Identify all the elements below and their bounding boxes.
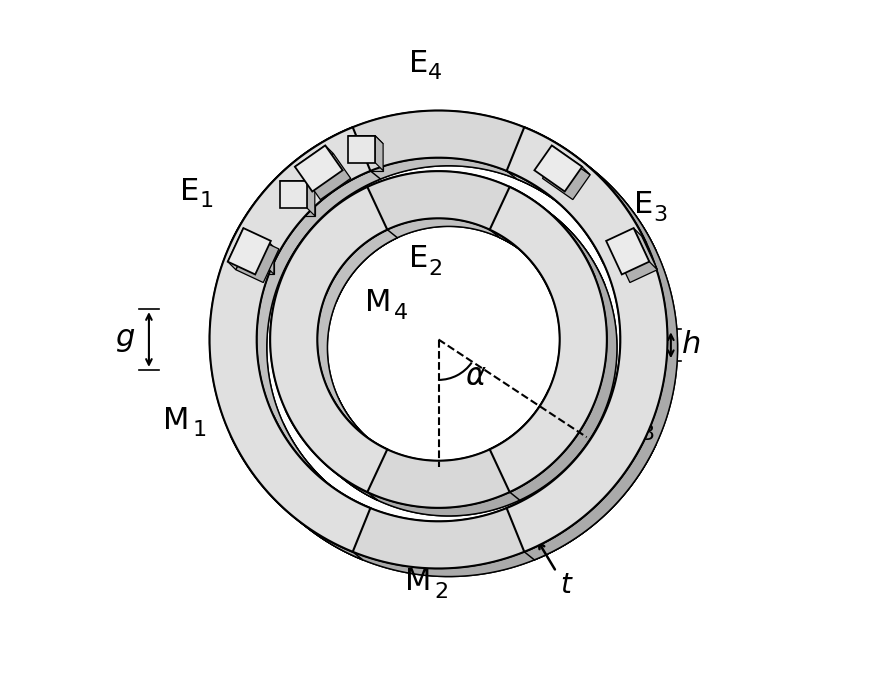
Polygon shape: [228, 228, 271, 274]
Text: $\alpha$: $\alpha$: [465, 362, 487, 391]
Polygon shape: [510, 187, 617, 500]
Polygon shape: [303, 153, 351, 200]
Polygon shape: [270, 187, 388, 492]
Text: 3: 3: [640, 424, 654, 444]
Text: E: E: [409, 49, 428, 78]
Polygon shape: [293, 179, 605, 302]
Polygon shape: [633, 228, 658, 270]
Polygon shape: [329, 390, 559, 469]
Polygon shape: [286, 390, 591, 508]
Text: 1: 1: [192, 420, 206, 441]
Polygon shape: [280, 181, 307, 208]
Text: $g$: $g$: [115, 325, 135, 354]
Polygon shape: [534, 145, 582, 191]
Polygon shape: [326, 218, 561, 302]
Polygon shape: [548, 390, 602, 419]
Text: 2: 2: [428, 259, 442, 279]
Text: 3: 3: [653, 205, 667, 225]
Polygon shape: [288, 189, 315, 216]
Polygon shape: [606, 228, 649, 274]
Polygon shape: [282, 276, 336, 302]
Polygon shape: [274, 416, 613, 530]
Text: 1: 1: [199, 191, 213, 211]
Polygon shape: [210, 127, 363, 560]
Polygon shape: [282, 171, 605, 285]
Text: 4: 4: [395, 303, 409, 323]
Text: E: E: [180, 177, 199, 206]
Text: M: M: [610, 409, 637, 438]
Polygon shape: [348, 136, 375, 162]
Polygon shape: [281, 195, 397, 500]
Polygon shape: [280, 181, 315, 189]
Text: M: M: [405, 568, 431, 596]
Polygon shape: [210, 127, 370, 552]
Polygon shape: [507, 171, 631, 516]
Polygon shape: [286, 390, 339, 419]
Polygon shape: [307, 181, 315, 216]
Polygon shape: [317, 230, 397, 458]
Polygon shape: [266, 239, 274, 274]
Polygon shape: [489, 230, 570, 458]
Polygon shape: [524, 127, 678, 560]
Polygon shape: [603, 416, 656, 444]
Polygon shape: [241, 424, 656, 576]
Polygon shape: [247, 247, 274, 274]
Polygon shape: [356, 144, 383, 170]
Polygon shape: [295, 145, 343, 191]
Text: 4: 4: [428, 64, 442, 84]
Polygon shape: [239, 239, 266, 266]
Polygon shape: [231, 416, 646, 568]
Polygon shape: [231, 242, 284, 271]
Polygon shape: [231, 437, 656, 576]
Polygon shape: [517, 135, 678, 560]
Polygon shape: [228, 228, 252, 270]
Polygon shape: [500, 195, 617, 500]
Polygon shape: [241, 119, 656, 271]
Text: E: E: [634, 190, 653, 219]
Polygon shape: [348, 136, 383, 144]
Polygon shape: [282, 171, 595, 294]
Polygon shape: [286, 411, 602, 516]
Polygon shape: [236, 236, 279, 282]
Polygon shape: [270, 187, 377, 500]
Polygon shape: [551, 276, 605, 302]
Polygon shape: [257, 171, 381, 516]
Polygon shape: [507, 127, 667, 552]
Text: 2: 2: [435, 582, 449, 602]
Polygon shape: [295, 145, 333, 175]
Text: E: E: [409, 244, 428, 273]
Text: $h$: $h$: [681, 331, 701, 359]
Polygon shape: [552, 145, 590, 175]
Polygon shape: [274, 158, 613, 271]
Polygon shape: [375, 136, 383, 170]
Polygon shape: [239, 239, 274, 247]
Polygon shape: [296, 399, 602, 516]
Polygon shape: [219, 135, 381, 560]
Polygon shape: [614, 236, 658, 282]
Text: M: M: [365, 288, 391, 317]
Polygon shape: [603, 242, 656, 271]
Text: M: M: [162, 406, 189, 435]
Text: $t$: $t$: [560, 571, 574, 600]
Polygon shape: [543, 153, 590, 200]
Polygon shape: [231, 111, 646, 263]
Polygon shape: [231, 416, 284, 444]
Polygon shape: [489, 187, 607, 492]
Polygon shape: [231, 111, 656, 251]
